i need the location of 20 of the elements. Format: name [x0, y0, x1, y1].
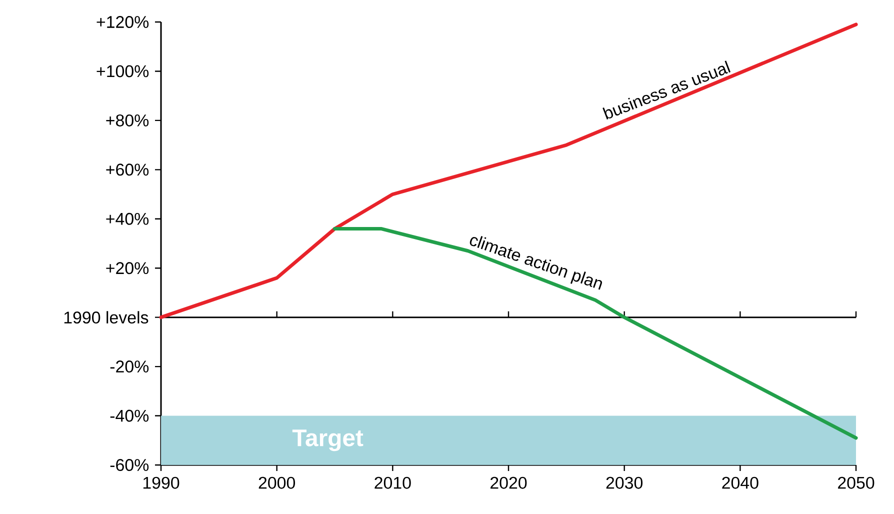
x-tick-label: 1990	[143, 476, 180, 489]
x-tick-label: 2040	[722, 476, 758, 489]
x-tick-label: 2030	[606, 476, 643, 489]
y-tick-label: -40%	[110, 410, 149, 422]
x-tick-label: 2010	[374, 476, 411, 489]
y-tick-label: -20%	[110, 360, 149, 373]
x-tick-label: 2050	[838, 476, 874, 489]
x-tick-label: 2000	[258, 476, 296, 489]
y-tick-label: +120%	[96, 16, 149, 28]
band-label: Target	[292, 430, 364, 452]
y-tick-label: +100%	[96, 65, 149, 78]
annotation: climate action plan	[470, 236, 602, 290]
ref-line-label: 1990 levels	[64, 311, 148, 324]
y-tick-label: +20%	[106, 262, 149, 274]
y-tick-label: +80%	[106, 114, 149, 126]
x-tick-label: 2020	[490, 476, 527, 489]
y-tick-label: +40%	[106, 212, 149, 225]
y-tick-label: -60%	[110, 459, 149, 471]
line-series	[159, 22, 858, 320]
y-tick-label: +60%	[106, 164, 149, 176]
